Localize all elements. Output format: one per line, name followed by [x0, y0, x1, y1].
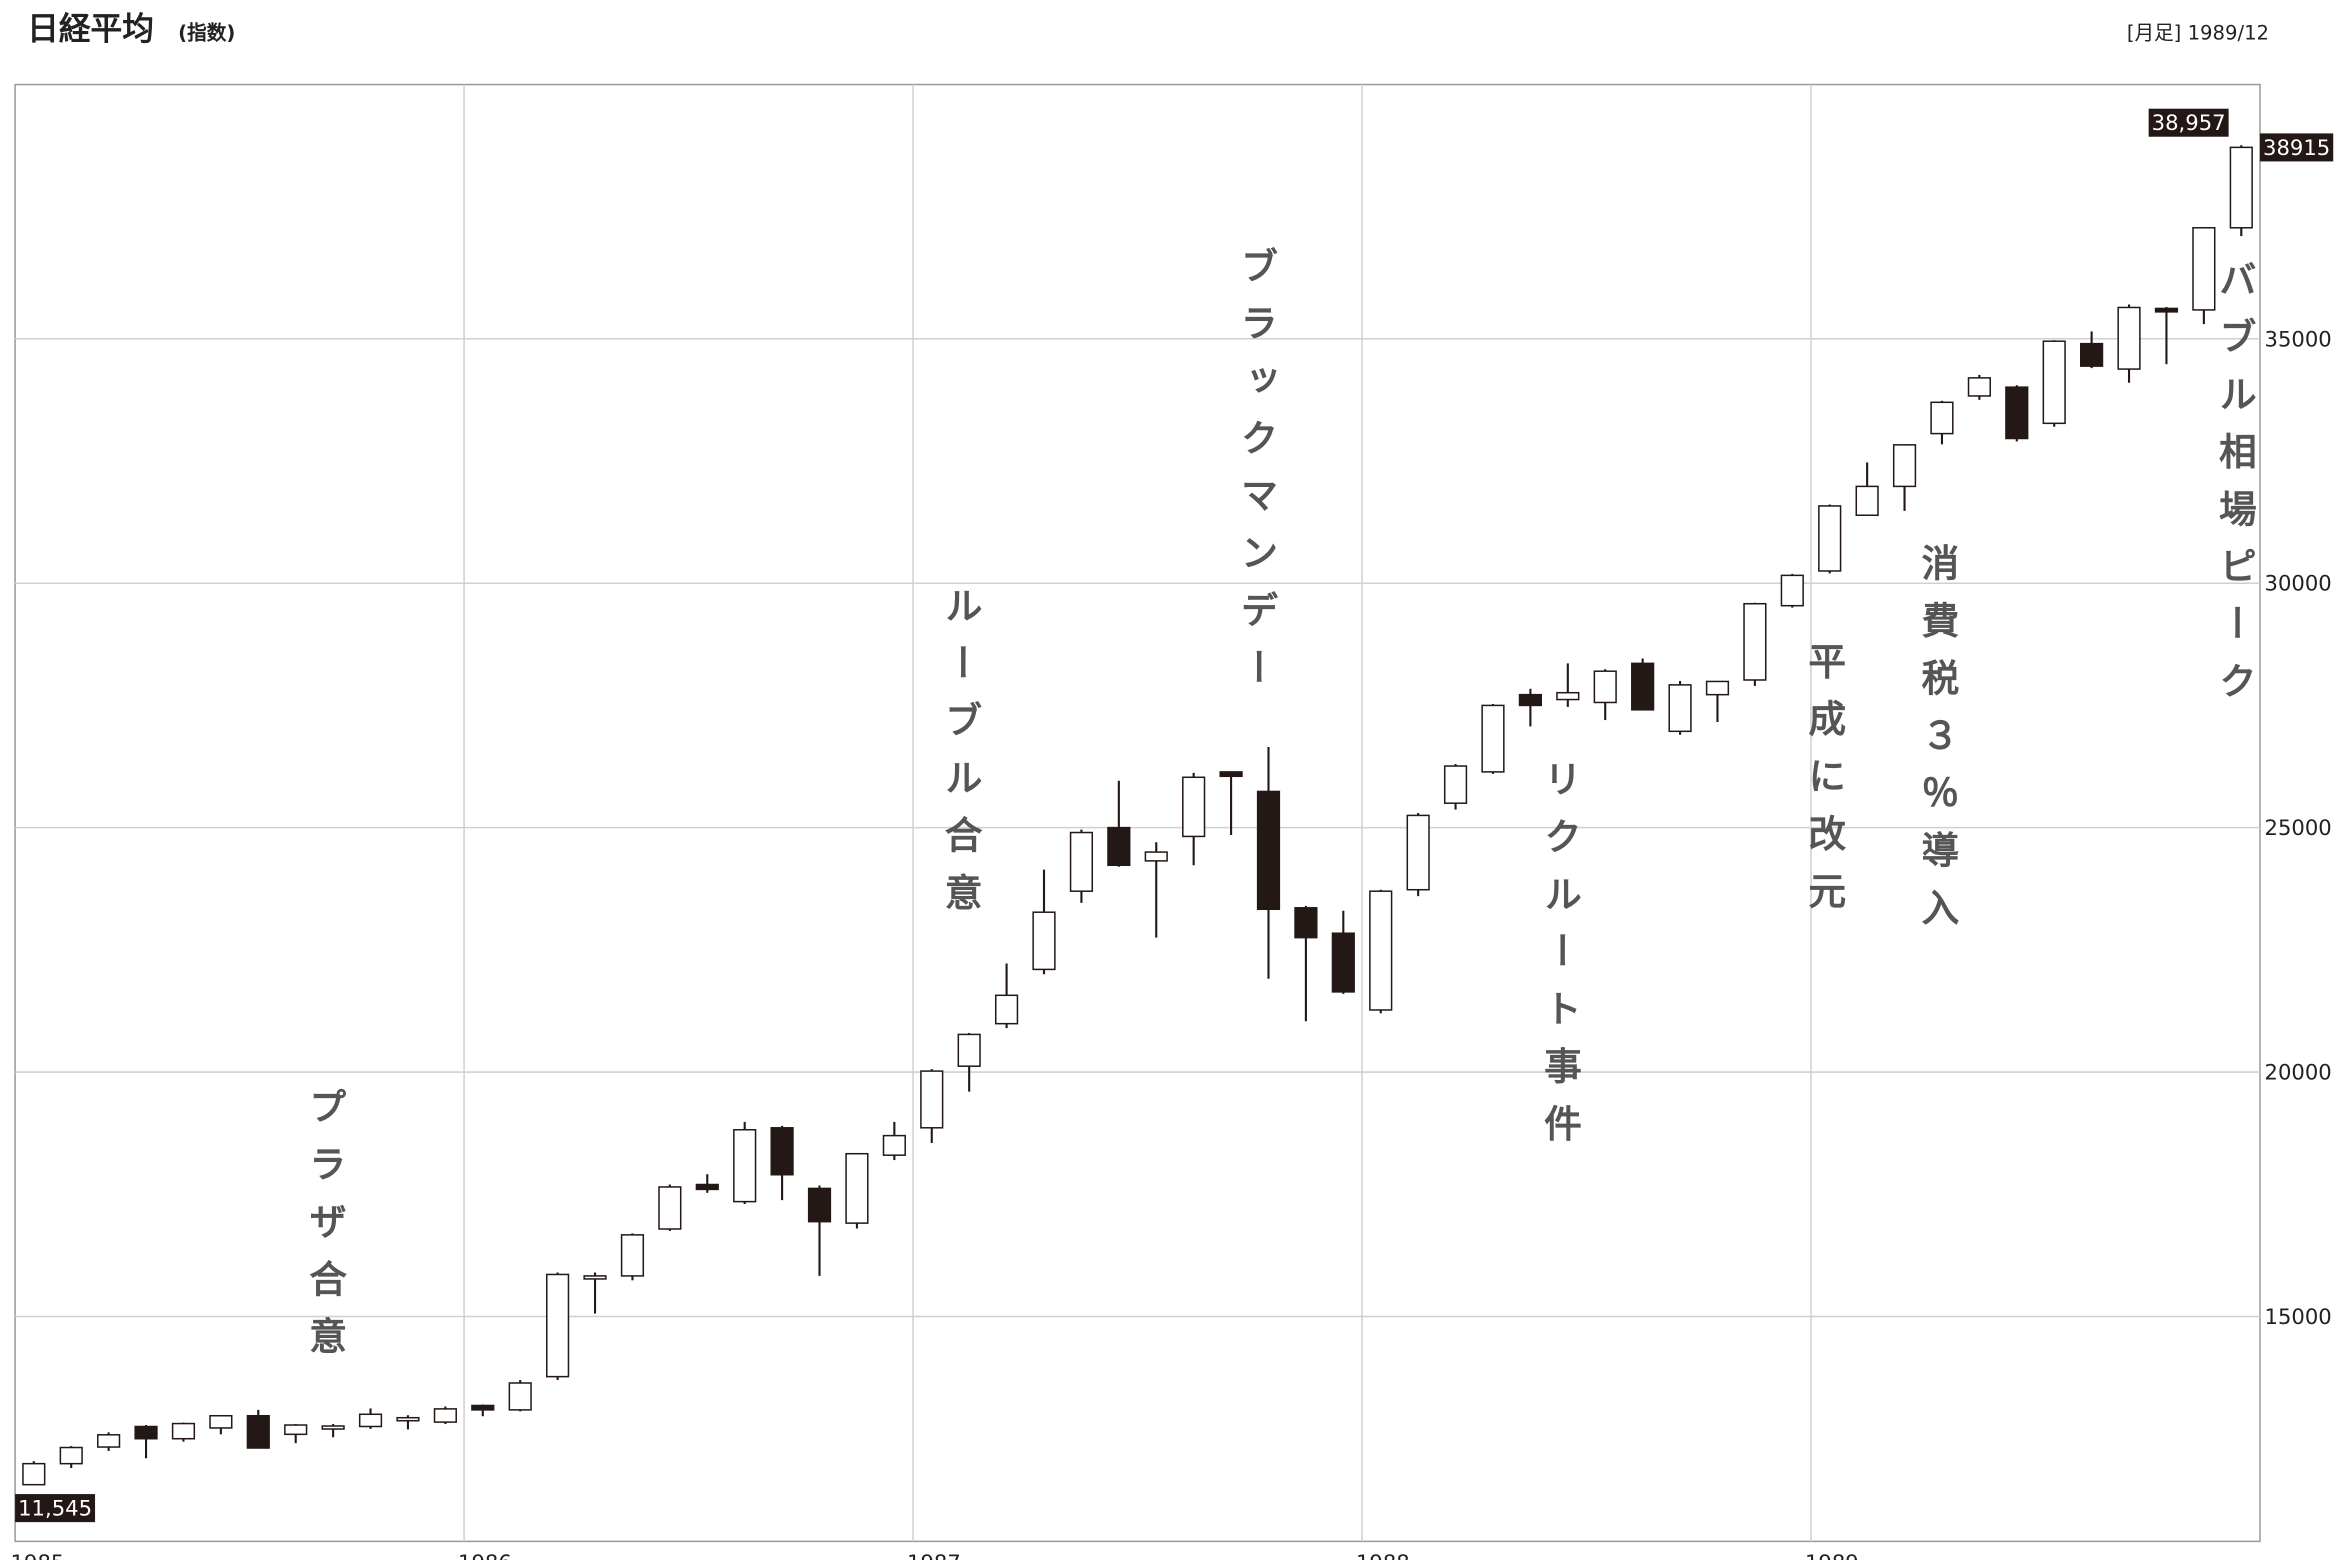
candle-body — [882, 1134, 906, 1156]
candle-body — [396, 1416, 420, 1422]
candle-body — [845, 1152, 869, 1224]
candle-body — [321, 1425, 345, 1430]
period-label: [月足] 1989/12 — [2127, 21, 2269, 44]
annotation: リクルート事件 — [1537, 759, 1581, 1161]
candle-body — [2117, 306, 2141, 370]
candle-body — [1443, 765, 1468, 804]
candle-body — [920, 1070, 944, 1129]
candle-body — [2154, 307, 2179, 313]
annotation: ブラックマンデー — [1234, 246, 1278, 705]
candle-body — [97, 1434, 121, 1448]
candle-body — [1182, 776, 1206, 838]
annotation: 平成に改元 — [1802, 642, 1846, 929]
chart-title: 日経平均 — [27, 11, 154, 47]
candle-body — [171, 1422, 196, 1440]
x-tick-label: 1989 — [1805, 1550, 1859, 1560]
candle-body — [1406, 814, 1430, 891]
x-tick-label: 1986 — [458, 1550, 512, 1560]
candle-body — [1668, 684, 1692, 733]
candle-body — [1369, 890, 1393, 1011]
candle-body — [1069, 831, 1094, 892]
candle-body — [1032, 911, 1056, 971]
candle-body — [957, 1033, 981, 1067]
candle-body — [1481, 704, 1505, 773]
candle-body — [246, 1414, 270, 1449]
candle-body — [2005, 386, 2029, 440]
x-tick-label: 1987 — [907, 1550, 961, 1560]
candle-body — [658, 1186, 682, 1230]
candle-body — [807, 1187, 832, 1223]
candle-body — [22, 1462, 46, 1486]
annotation: ルーブル合意 — [938, 586, 982, 930]
candle-body — [59, 1446, 83, 1465]
candle-body — [1556, 691, 1580, 701]
y-tick-label: 15000 — [2265, 1304, 2332, 1329]
high-label-box — [2148, 108, 2229, 137]
y-tick-label: 30000 — [2265, 571, 2332, 596]
y-tick-label: 25000 — [2265, 815, 2332, 840]
candle-body — [2229, 146, 2253, 229]
chart-subtitle: (指数) — [178, 21, 235, 44]
candle-body — [1107, 826, 1131, 867]
candle-body — [1331, 932, 1355, 993]
candle-body — [358, 1413, 383, 1428]
y-tick-label: 20000 — [2265, 1060, 2332, 1085]
x-tick-label: 1988 — [1356, 1550, 1410, 1560]
candle-body — [433, 1408, 457, 1423]
candle-body — [546, 1273, 570, 1378]
candle-body — [209, 1414, 233, 1429]
candle-body — [508, 1382, 532, 1411]
candle-body — [770, 1127, 794, 1176]
candle-body — [583, 1275, 607, 1280]
candle-body — [1294, 907, 1318, 939]
candle-body — [695, 1183, 719, 1191]
candle-body — [1593, 670, 1617, 704]
candle-body — [1256, 790, 1281, 911]
candle-body — [1780, 574, 1804, 607]
x-tick-label: 1985 — [11, 1550, 65, 1560]
candle-body — [1705, 680, 1730, 696]
candle-body — [1892, 444, 1917, 488]
low-label-box — [15, 1494, 96, 1523]
candle-body — [1855, 485, 1879, 516]
candle-body — [1144, 851, 1168, 862]
high-label: 38,957 — [2152, 110, 2226, 135]
candle-body — [1219, 771, 1243, 778]
candle-body — [2080, 342, 2104, 367]
candle-body — [1967, 377, 1991, 397]
candle-body — [2042, 340, 2066, 425]
annotation: プラザ合意 — [303, 1087, 347, 1374]
candle-body — [471, 1404, 495, 1411]
annotation: 消費税３％導入 — [1915, 543, 1959, 945]
candle-body — [134, 1425, 158, 1440]
candle-body — [994, 994, 1019, 1025]
candle-body — [1631, 662, 1655, 711]
candle-body — [2192, 227, 2216, 311]
last-close-label: 38915 — [2263, 135, 2330, 160]
candle-body — [1930, 401, 1954, 435]
candle-body — [284, 1424, 308, 1436]
plot-area — [14, 83, 2261, 1543]
candle-body — [733, 1128, 757, 1203]
candle-body — [1818, 505, 1842, 572]
annotation: バブル相場ピーク — [2212, 260, 2256, 719]
y-tick-label: 35000 — [2265, 326, 2332, 351]
candle-body — [1743, 602, 1767, 681]
candle-body — [1518, 693, 1543, 707]
last-close-label-box — [2259, 133, 2334, 162]
candle-body — [620, 1234, 645, 1277]
low-label: 11,545 — [18, 1496, 92, 1521]
